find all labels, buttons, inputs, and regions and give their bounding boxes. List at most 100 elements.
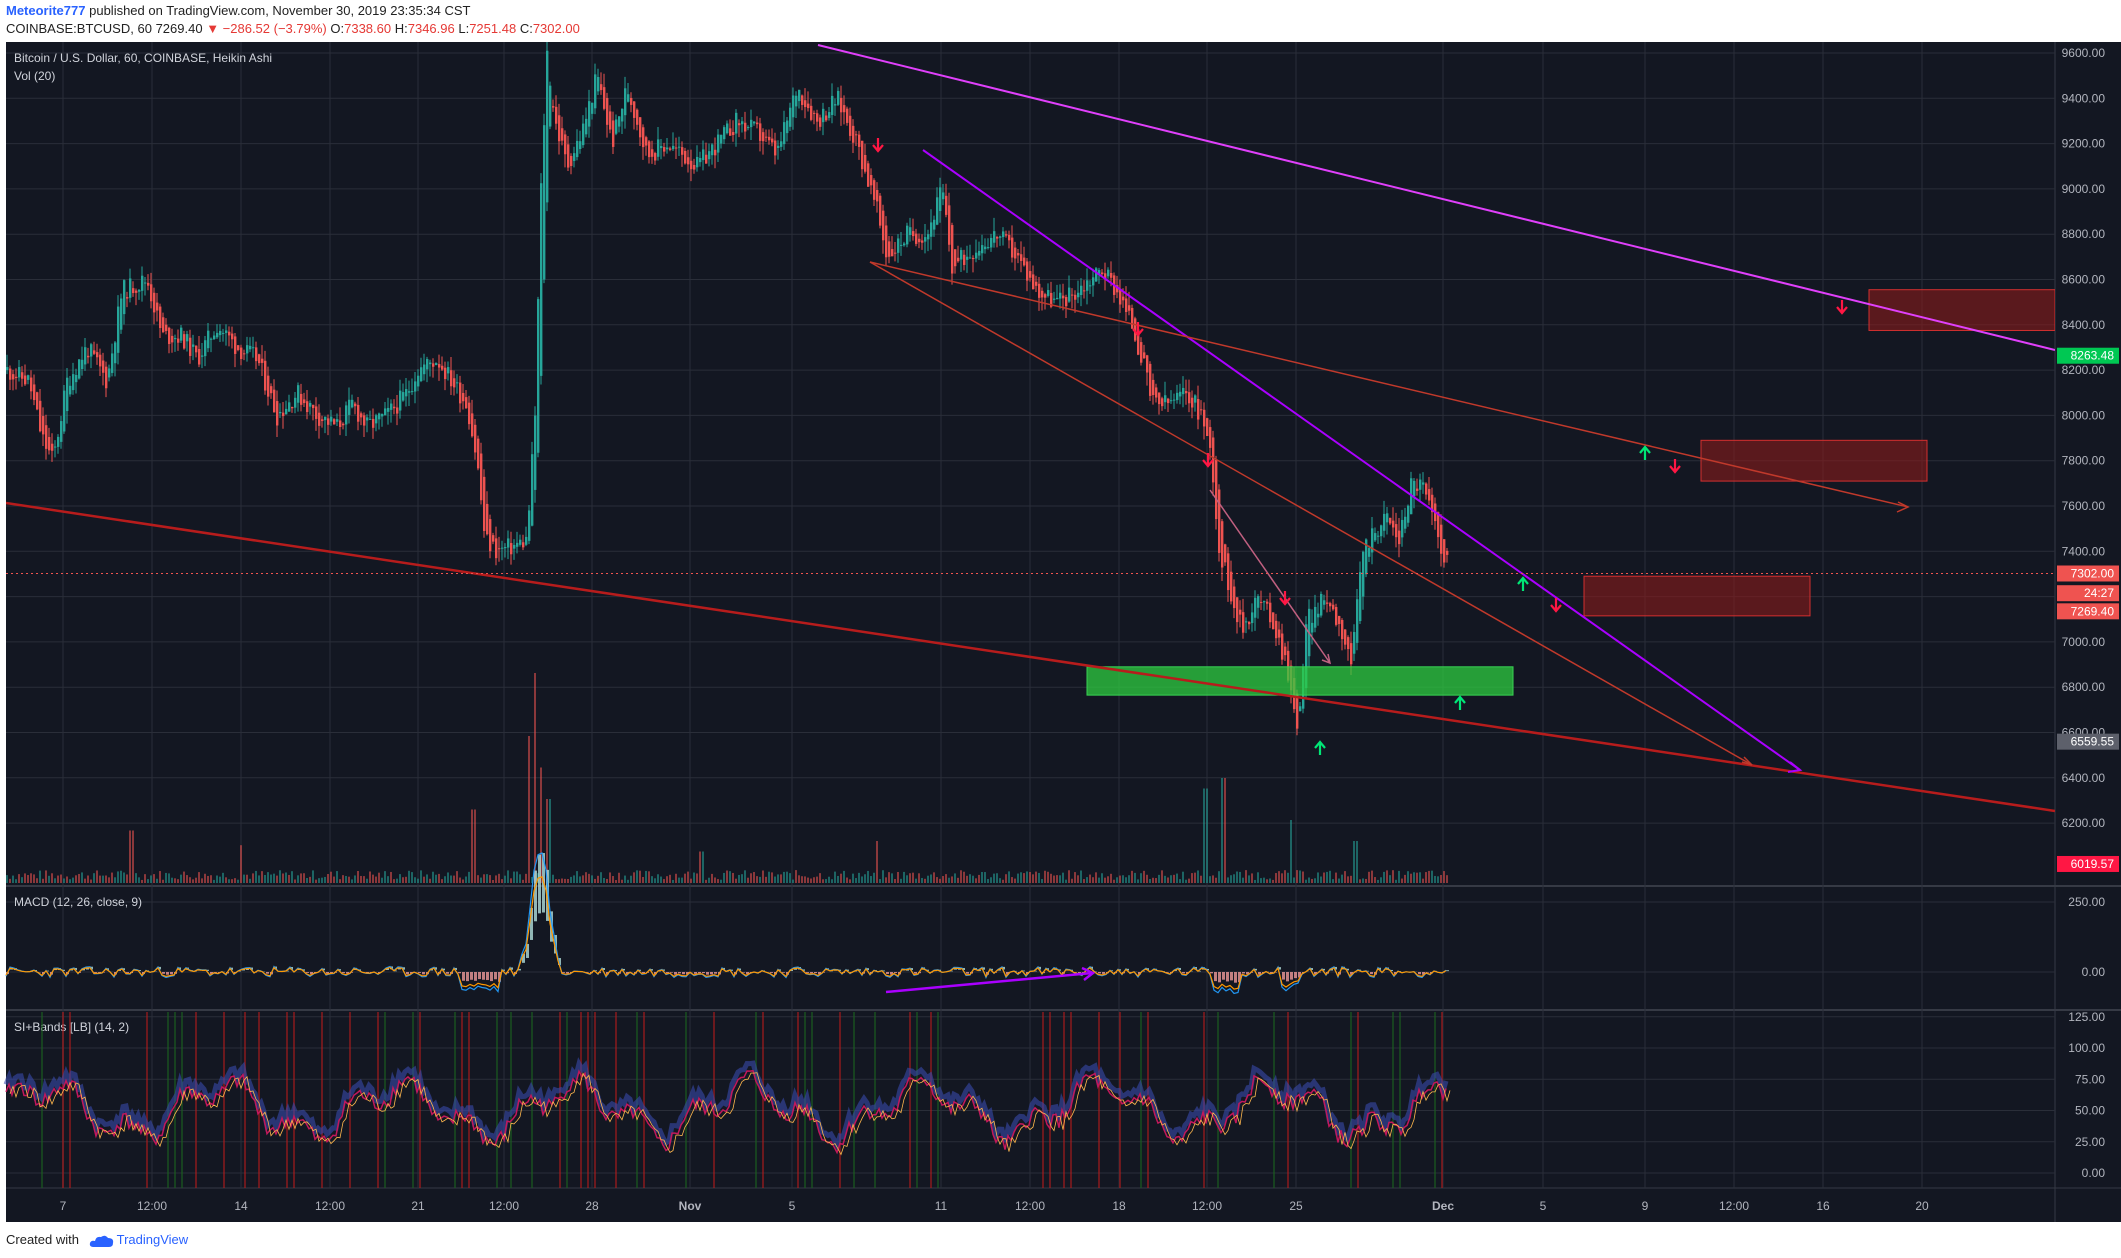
candle-body [507,538,510,548]
candle-body [282,412,285,417]
macd-histogram-bar [158,966,161,970]
macd-histogram-bar [402,967,405,970]
candle-body [1380,525,1383,537]
sell-arrow-icon [1202,453,1214,468]
volume-bar [816,876,818,883]
candle-body [636,109,639,125]
volume-bar [423,876,425,883]
candle-body [1116,285,1119,293]
si-signal-bar [930,1012,932,1188]
candle-body [915,233,918,244]
macd-histogram-bar [550,911,553,942]
candle-body [1341,620,1344,640]
candle-body [1422,482,1425,485]
macd-histogram-bar [490,972,493,982]
si-signal-bar [615,1012,617,1188]
volume-bar [1389,875,1391,883]
candle-body [294,397,297,408]
si-signal-bar [853,1012,855,1188]
candle-body [651,149,654,157]
macd-histogram-bar [410,972,413,974]
volume-bar [753,872,755,883]
candle-body [1050,292,1053,307]
volume-bar [330,871,332,883]
volume-bar [1137,879,1139,883]
candle-body [624,88,627,116]
volume-bar [1353,841,1355,883]
candle-body [1221,521,1224,568]
price-change: ▼ −286.52 (−3.79%) [206,21,327,36]
volume-bar [300,873,302,883]
volume-bar [861,876,863,883]
volume-bar [213,879,215,883]
volume-bar [468,871,470,883]
candle-body [1140,342,1143,363]
volume-bar [1227,877,1229,883]
candle-body [1191,397,1194,408]
candle-body [1107,269,1110,277]
candle-body [1218,489,1221,553]
volume-bar [504,875,506,883]
candle-body [345,405,348,425]
candle-body [783,122,786,145]
candle-body [1080,285,1083,296]
volume-bar [1323,872,1325,883]
candle-body [465,397,468,409]
candle-body [1338,615,1341,625]
volume-bar [786,871,788,883]
volume-bar [141,879,143,883]
tradingview-brand[interactable]: TradingView [116,1232,189,1247]
volume-bar [756,876,758,883]
macd-histogram-bar [890,972,893,975]
volume-bar [45,870,47,883]
candle-body [762,132,765,142]
candle-body [309,402,312,407]
candle-body [384,408,387,416]
candle-body [825,115,828,121]
volume-bar [1278,871,1280,883]
volume-bar [33,874,35,883]
candle-body [1311,622,1314,633]
si-signal-bar [349,1012,351,1188]
candle-body [171,335,174,343]
candle-body [252,347,255,349]
candle-body [606,97,609,125]
si-signal-bar [1287,1012,1289,1188]
volume-bar [603,877,605,883]
candle-body [108,368,111,378]
macd-histogram-bar [1078,972,1081,974]
volume-bar [447,872,449,883]
macd-histogram-bar [326,972,329,974]
volume-bar [375,876,377,883]
volume-bar [792,879,794,883]
volume-bar [1107,876,1109,883]
candle-body [306,401,309,413]
volume-bar [1356,841,1358,883]
candle-body [42,416,45,435]
candle-body [471,413,474,437]
price-marker [2057,585,2119,602]
candle-body [672,145,675,150]
candle-body [639,117,642,138]
volume-bar [1206,788,1208,883]
macd-histogram-bar [1258,972,1261,975]
candle-body [198,348,201,365]
volume-bar [456,871,458,883]
volume-bar [261,871,263,883]
volume-bar [426,874,428,883]
candle-body [903,243,906,246]
close-label: C: [519,21,533,36]
volume-bar [186,875,188,883]
volume-bar [1275,873,1277,883]
candle-body [1296,693,1299,729]
low-value: 7251.48 [469,21,517,36]
author-link[interactable]: Meteorite777 [6,3,86,18]
volume-bar [765,876,767,883]
volume-bar [129,830,131,883]
macd-histogram-bar [62,969,65,971]
support-zone-green [1086,666,1514,696]
volume-bar [312,870,314,883]
macd-histogram-bar [790,970,793,972]
candle-body [1224,544,1227,563]
